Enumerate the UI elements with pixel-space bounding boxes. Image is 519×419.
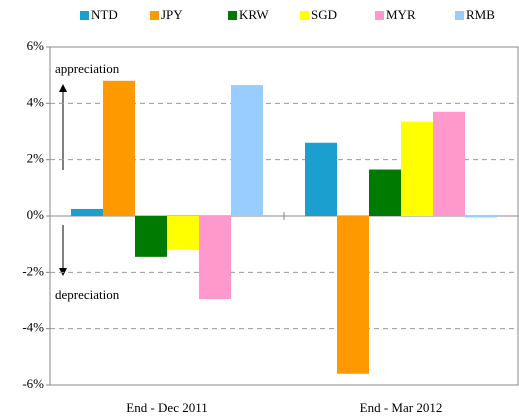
y-tick-label: -4% — [22, 320, 44, 335]
legend-swatch — [455, 11, 464, 20]
bar — [305, 142, 337, 216]
legend-swatch — [228, 11, 237, 20]
legend-swatch — [300, 11, 309, 20]
y-tick-label: 0% — [27, 207, 45, 222]
bar — [231, 85, 263, 217]
bar — [465, 216, 497, 218]
bar — [71, 208, 103, 216]
bar — [199, 216, 231, 300]
legend-label: KRW — [239, 7, 269, 22]
y-tick-label: 4% — [27, 94, 45, 109]
legend-label: NTD — [91, 7, 118, 22]
y-tick-label: 6% — [27, 38, 45, 53]
y-tick-label: 2% — [27, 151, 45, 166]
bar — [401, 121, 433, 216]
bar — [167, 216, 199, 250]
bar — [369, 169, 401, 216]
legend-swatch — [150, 11, 159, 20]
legend-label: SGD — [311, 7, 337, 22]
y-tick-label: -2% — [22, 263, 44, 278]
legend-label: MYR — [386, 7, 416, 22]
legend-label: JPY — [161, 7, 183, 22]
legend-swatch — [375, 11, 384, 20]
legend-label: RMB — [466, 7, 495, 22]
bar — [337, 216, 369, 374]
bar — [103, 80, 135, 216]
annotation: appreciation — [55, 61, 120, 76]
bar — [433, 111, 465, 216]
bar — [135, 216, 167, 257]
y-tick-label: -6% — [22, 376, 44, 391]
legend-swatch — [80, 11, 89, 20]
annotation: depreciation — [55, 287, 120, 302]
x-tick-label: End - Mar 2012 — [360, 400, 443, 415]
x-tick-label: End - Dec 2011 — [126, 400, 207, 415]
